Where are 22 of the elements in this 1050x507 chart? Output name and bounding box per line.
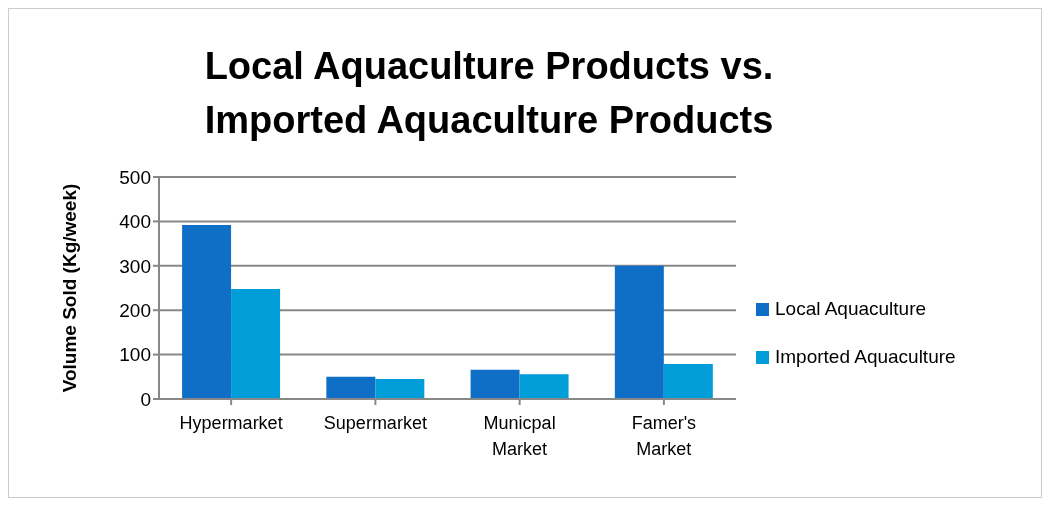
chart-title: Local Aquaculture Products vs. Imported Aquaculture Products bbox=[203, 44, 775, 143]
bar bbox=[231, 288, 281, 399]
x-tick-label: Municpal Market bbox=[483, 413, 556, 459]
bar bbox=[663, 363, 713, 399]
legend-label: Imported Aquaculture bbox=[774, 345, 957, 369]
y-tick-label: 200 bbox=[119, 299, 151, 321]
x-tick-label: Hypermarket bbox=[179, 413, 283, 433]
x-tick-label: Supermarket bbox=[323, 413, 427, 433]
bar bbox=[614, 265, 664, 399]
bar bbox=[326, 376, 376, 399]
y-axis-title: Volume Sold (Kg/week) bbox=[58, 183, 80, 393]
y-tick-label: 500 bbox=[119, 166, 151, 188]
y-tick-label: 400 bbox=[119, 211, 151, 233]
y-tick-label: 0 bbox=[140, 388, 151, 410]
bar bbox=[470, 369, 520, 399]
bar bbox=[182, 224, 232, 399]
bar bbox=[375, 379, 425, 399]
y-tick-label: 300 bbox=[119, 255, 151, 277]
bar bbox=[519, 374, 569, 399]
legend-label: Local Aquaculture bbox=[774, 297, 928, 321]
x-tick-label: Famer's Market bbox=[631, 413, 697, 459]
y-tick-label: 100 bbox=[119, 344, 151, 366]
